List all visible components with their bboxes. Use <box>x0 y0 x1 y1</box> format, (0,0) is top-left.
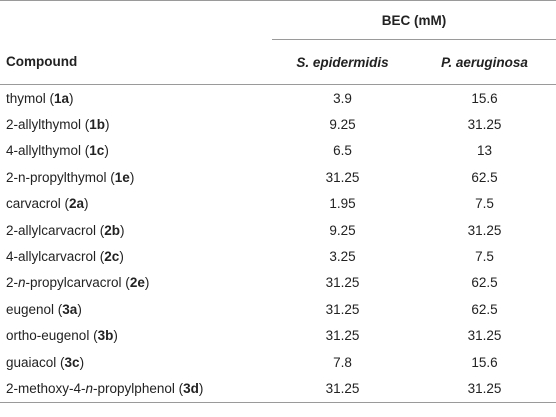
compound-name-text: ortho-eugenol ( <box>6 328 98 344</box>
compound-name-text: ) <box>79 354 85 370</box>
header-empty-cell <box>0 0 272 40</box>
compound-name-text: eugenol ( <box>6 301 63 317</box>
compound-name-cell: 4-allylcarvacrol (2c) <box>0 243 272 269</box>
table-row: 2-allylcarvacrol (2b) 9.25 31.25 <box>0 217 556 243</box>
compound-name-text: n <box>18 275 26 291</box>
p-aeruginosa-value: 62.5 <box>471 301 498 317</box>
p-aeruginosa-value: 31.25 <box>467 328 502 344</box>
compound-name-text: thymol ( <box>6 90 55 106</box>
compound-name-text: 4-allylthymol ( <box>6 143 90 159</box>
compound-name-cell: 2-n-propylcarvacrol (2e) <box>0 270 272 296</box>
compound-name-text: ) <box>105 117 110 133</box>
p-aeruginosa-value: 62.5 <box>471 275 498 291</box>
compound-name-cell: ortho-eugenol (3b) <box>0 323 272 349</box>
compound-name-text: 2-allylcarvacrol ( <box>6 222 105 238</box>
bec-group-header: BEC (mM) <box>272 0 556 40</box>
p-aeruginosa-value: 7.5 <box>475 249 494 265</box>
compound-name-text: 2-methoxy-4- <box>6 380 86 396</box>
table-row: eugenol (3a) 31.25 62.5 <box>0 296 556 322</box>
table-row: 2-n-propylthymol (1e) 31.25 62.5 <box>0 164 556 190</box>
compound-name-cell: carvacrol (2a) <box>0 191 272 217</box>
compound-name-text: ) <box>144 275 150 291</box>
s-epidermidis-value: 9.25 <box>329 117 356 133</box>
s-epidermidis-value: 31.25 <box>272 375 413 403</box>
s-epidermidis-value: 7.8 <box>333 354 352 370</box>
compound-id: 1a <box>54 90 70 106</box>
s-epidermidis-value: 1.95 <box>329 196 356 212</box>
compound-name-cell: 2-n-propylthymol (1e) <box>0 164 272 190</box>
compound-column-header: Compound <box>0 39 272 85</box>
compound-name-text: 2-allylthymol ( <box>6 117 90 133</box>
compound-name-cell: 4-allylthymol (1c) <box>0 138 272 164</box>
s-epidermidis-value: 31.25 <box>325 169 360 185</box>
table-row: 4-allylcarvacrol (2c) 3.25 7.5 <box>0 243 556 269</box>
compound-name-text: ) <box>129 169 135 185</box>
compound-name-text: ) <box>104 143 109 159</box>
compound-id: 2c <box>104 249 120 265</box>
compound-name-text: ) <box>69 90 74 106</box>
s-epidermidis-value: 31.25 <box>325 301 360 317</box>
compound-name-text: -propylcarvacrol ( <box>25 275 130 291</box>
s-epidermidis-value: 9.25 <box>329 222 356 238</box>
compound-name-text: -propylphenol ( <box>93 380 184 396</box>
compound-name-text: guaiacol ( <box>6 354 65 370</box>
compound-name-cell: thymol (1a) <box>0 85 272 112</box>
compound-name-text: 4-allylcarvacrol ( <box>6 249 105 265</box>
table-row: 2-allylthymol (1b) 9.25 31.25 <box>0 111 556 137</box>
p-aeruginosa-value: 31.25 <box>413 375 556 403</box>
compound-name-text: 2-n-propylthymol ( <box>6 169 115 185</box>
p-aeruginosa-value: 15.6 <box>471 354 498 370</box>
compound-name-cell: 2-methoxy-4-n-propylphenol (3d) <box>0 375 272 403</box>
compound-id: 2b <box>104 222 121 238</box>
p-aeruginosa-value: 62.5 <box>471 169 498 185</box>
compound-id: 3d <box>183 380 199 396</box>
table-row: 4-allylthymol (1c) 6.5 13 <box>0 138 556 164</box>
header-row-group: BEC (mM) <box>0 0 556 40</box>
s-epidermidis-value: 31.25 <box>325 328 360 344</box>
s-epidermidis-value: 6.5 <box>333 143 352 159</box>
table-row: 2-methoxy-4-n-propylphenol (3d) 31.25 31.2… <box>0 375 556 403</box>
p-aeruginosa-value: 7.5 <box>475 196 494 212</box>
s-epidermidis-column-header: S. epidermidis <box>272 39 413 85</box>
compound-id: 2a <box>69 196 85 212</box>
compound-id: 2e <box>129 275 145 291</box>
s-epidermidis-value: 31.25 <box>325 275 360 291</box>
compound-id: 3a <box>62 301 78 317</box>
compound-name-cell: 2-allylthymol (1b) <box>0 111 272 137</box>
table-row: guaiacol (3c) 7.8 15.6 <box>0 349 556 375</box>
compound-name-text: 2- <box>6 275 19 291</box>
p-aeruginosa-value: 15.6 <box>471 90 498 106</box>
compound-id: 3b <box>97 328 114 344</box>
compound-name-text: ) <box>120 222 125 238</box>
s-epidermidis-value: 3.9 <box>333 90 352 106</box>
compound-name-text: ) <box>77 301 82 317</box>
p-aeruginosa-value: 31.25 <box>467 222 502 238</box>
compound-name-cell: guaiacol (3c) <box>0 349 272 375</box>
header-row-columns: Compound S. epidermidis P. aeruginosa <box>0 39 556 85</box>
compound-id: 3c <box>64 354 80 370</box>
p-aeruginosa-value: 13 <box>476 143 493 159</box>
compound-id: 1b <box>89 117 106 133</box>
compound-id: 1e <box>114 169 130 185</box>
table-row: ortho-eugenol (3b) 31.25 31.25 <box>0 323 556 349</box>
compound-name-text: ) <box>84 196 89 212</box>
table-row: 2-n-propylcarvacrol (2e) 31.25 62.5 <box>0 270 556 296</box>
bec-table: BEC (mM) Compound S. epidermidis P. aeru… <box>0 0 556 403</box>
compound-name-text: ) <box>198 380 204 396</box>
p-aeruginosa-value: 31.25 <box>467 117 502 133</box>
compound-name-cell: 2-allylcarvacrol (2b) <box>0 217 272 243</box>
compound-name-cell: eugenol (3a) <box>0 296 272 322</box>
compound-name-text: n <box>85 380 94 396</box>
table-row: thymol (1a) 3.9 15.6 <box>0 85 556 112</box>
table-row: carvacrol (2a) 1.95 7.5 <box>0 191 556 217</box>
compound-name-text: ) <box>119 249 124 265</box>
p-aeruginosa-column-header: P. aeruginosa <box>413 39 556 85</box>
table-body: thymol (1a) 3.9 15.6 2-allylthymol (1b) 9.25… <box>0 85 556 403</box>
compound-name-text: ) <box>113 328 118 344</box>
s-epidermidis-value: 3.25 <box>329 249 356 265</box>
compound-id: 1c <box>89 143 105 159</box>
compound-name-text: carvacrol ( <box>6 196 70 212</box>
